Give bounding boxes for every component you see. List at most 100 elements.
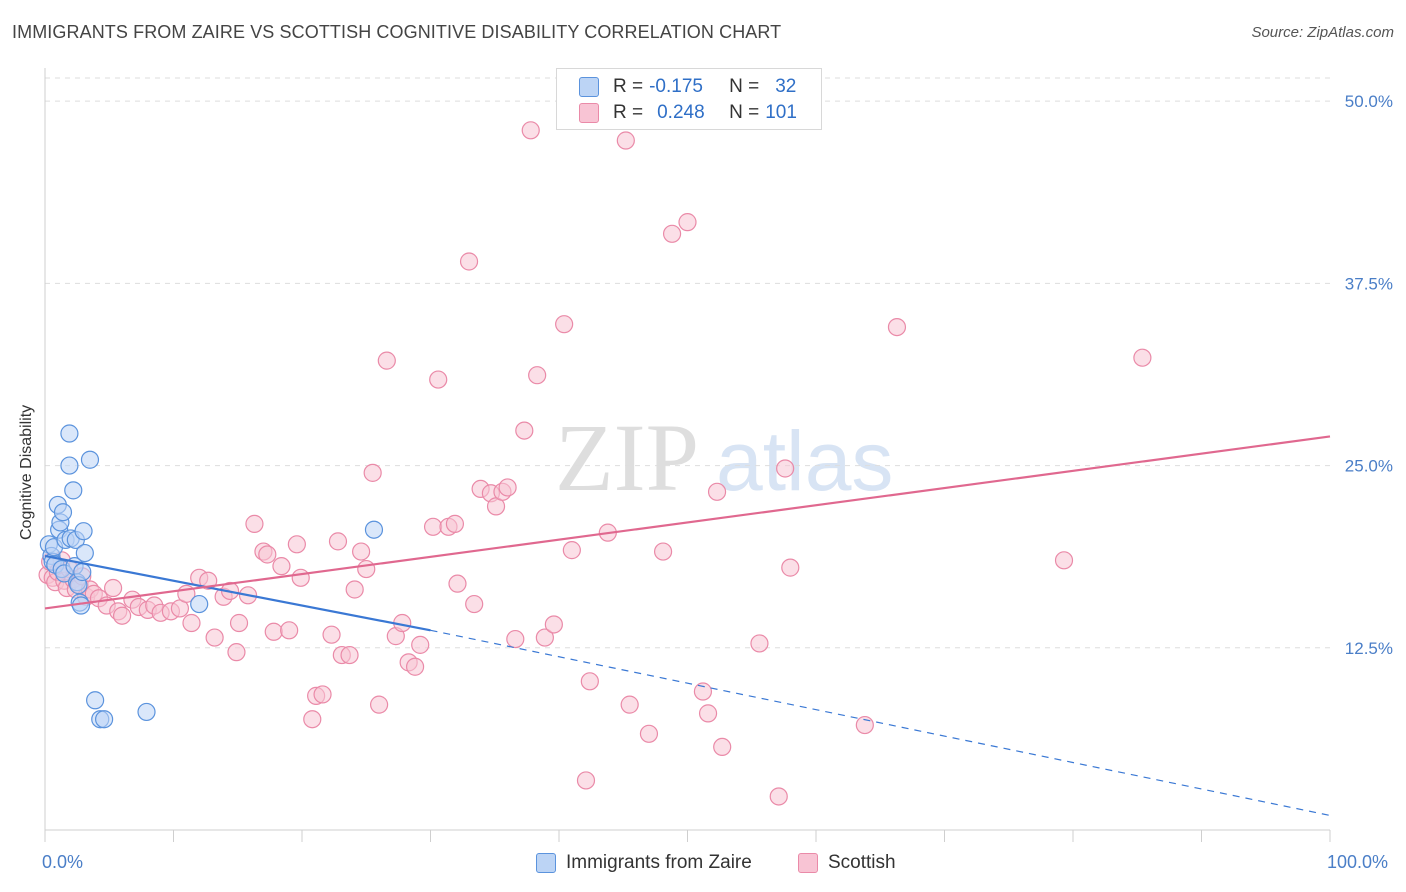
- scottish-point: [1133, 348, 1152, 367]
- scottish-point: [1054, 551, 1074, 570]
- legend-swatch-zaire: [536, 853, 556, 873]
- scottish-point: [280, 621, 299, 640]
- scottish-point: [357, 559, 376, 579]
- y-tick-labels: 12.5% 25.0% 37.5% 50.0%: [1345, 92, 1393, 658]
- scottish-point: [528, 366, 547, 385]
- chart-title: IMMIGRANTS FROM ZAIRE VS SCOTTISH COGNIT…: [12, 22, 782, 42]
- scottish-point: [562, 541, 581, 560]
- scottish-point: [322, 625, 341, 644]
- scottish-point: [352, 542, 371, 561]
- scottish-point: [377, 351, 396, 370]
- scottish-point: [707, 482, 727, 501]
- scottish-point: [363, 463, 382, 482]
- trend-lines: [44, 435, 1331, 817]
- scottish-r-label: R =: [613, 102, 644, 123]
- scottish-point: [445, 514, 465, 533]
- scottish-point: [616, 131, 635, 150]
- scottish-point: [521, 121, 540, 140]
- scottish-point: [698, 704, 718, 723]
- bottom-legend: Immigrants from Zaire Scottish: [0, 852, 1406, 878]
- y-tick-label: 50.0%: [1345, 92, 1393, 111]
- scottish-point: [258, 545, 277, 564]
- scottish-point: [227, 643, 246, 662]
- zaire-point: [64, 481, 83, 500]
- axes: [44, 68, 1331, 842]
- zaire-point: [86, 691, 105, 710]
- y-tick-label: 12.5%: [1345, 639, 1393, 658]
- watermark-zip: ZIP: [555, 404, 699, 511]
- zaire-point: [190, 594, 209, 614]
- scottish-point: [776, 459, 795, 478]
- zaire-point: [95, 710, 114, 729]
- scottish-point: [781, 558, 800, 577]
- scottish-point: [544, 615, 563, 634]
- scottish-point: [693, 682, 713, 701]
- scottish-point: [345, 580, 364, 599]
- y-tick-label: 25.0%: [1345, 457, 1393, 476]
- scottish-point: [287, 535, 306, 554]
- zaire-trend-line: [44, 554, 431, 632]
- legend-label-scottish: Scottish: [828, 852, 896, 873]
- scottish-point: [678, 213, 697, 232]
- scottish-point: [291, 568, 310, 587]
- zaire-point: [73, 562, 92, 582]
- source-label: Source: ZipAtlas.com: [1251, 24, 1394, 41]
- scottish-point: [112, 606, 132, 625]
- scottish-point: [229, 613, 249, 633]
- scottish-point: [328, 532, 348, 551]
- scottish-point: [506, 629, 525, 649]
- scottish-n-label: N =: [729, 102, 760, 123]
- scottish-point: [515, 421, 534, 440]
- zaire-point: [74, 522, 93, 541]
- scottish-point: [713, 737, 732, 757]
- legend-item-zaire[interactable]: Immigrants from Zaire: [536, 852, 752, 874]
- scottish-point: [498, 478, 517, 497]
- watermark: ZIP atlas: [555, 404, 893, 511]
- scottish-point: [370, 695, 389, 714]
- scottish-point: [272, 557, 291, 576]
- zaire-r-value: -0.175: [649, 76, 703, 97]
- scottish-point: [405, 657, 425, 676]
- scottish-point: [465, 594, 484, 614]
- scottish-point: [639, 724, 659, 743]
- scottish-point: [769, 787, 788, 806]
- zaire-n-value: 32: [775, 76, 797, 97]
- zaire-point: [137, 702, 156, 722]
- zaire-point: [364, 520, 384, 539]
- legend-item-scottish[interactable]: Scottish: [798, 852, 896, 874]
- scottish-point: [653, 542, 673, 561]
- scottish-point: [245, 514, 264, 533]
- scottish-point: [750, 634, 769, 653]
- scottish-point: [104, 578, 123, 598]
- scottish-point: [887, 317, 907, 337]
- zaire-point: [60, 456, 79, 475]
- scottish-point: [576, 771, 596, 790]
- scottish-trend-line: [44, 435, 1331, 610]
- scottish-point: [459, 252, 479, 271]
- scottish-point: [182, 613, 201, 633]
- zaire-n-label: N =: [729, 76, 760, 97]
- zaire-trend-extension: [430, 629, 1331, 817]
- scottish-point: [535, 628, 554, 647]
- zaire-swatch: [579, 77, 599, 97]
- zaire-point: [60, 424, 79, 443]
- zaire-point: [75, 543, 94, 563]
- scottish-point: [303, 710, 322, 729]
- watermark-atlas: atlas: [716, 414, 893, 508]
- scottish-point: [448, 574, 467, 593]
- scottish-points: [38, 94, 1152, 806]
- scottish-point: [662, 224, 682, 243]
- x-tick-label-min: 0.0%: [42, 852, 84, 872]
- zaire-point: [53, 503, 73, 522]
- x-tick-label-max: 100.0%: [1327, 852, 1389, 872]
- legend-swatch-scottish: [798, 853, 818, 873]
- scottish-point: [264, 622, 283, 641]
- stats-row-zaire: R = -0.175 N = 32: [579, 74, 796, 100]
- scottish-swatch: [579, 103, 599, 123]
- y-tick-label: 37.5%: [1345, 274, 1393, 293]
- scottish-r-value: 0.248: [657, 102, 705, 123]
- scottish-point: [411, 635, 430, 654]
- scottish-point: [423, 517, 443, 536]
- scottish-point: [340, 645, 359, 665]
